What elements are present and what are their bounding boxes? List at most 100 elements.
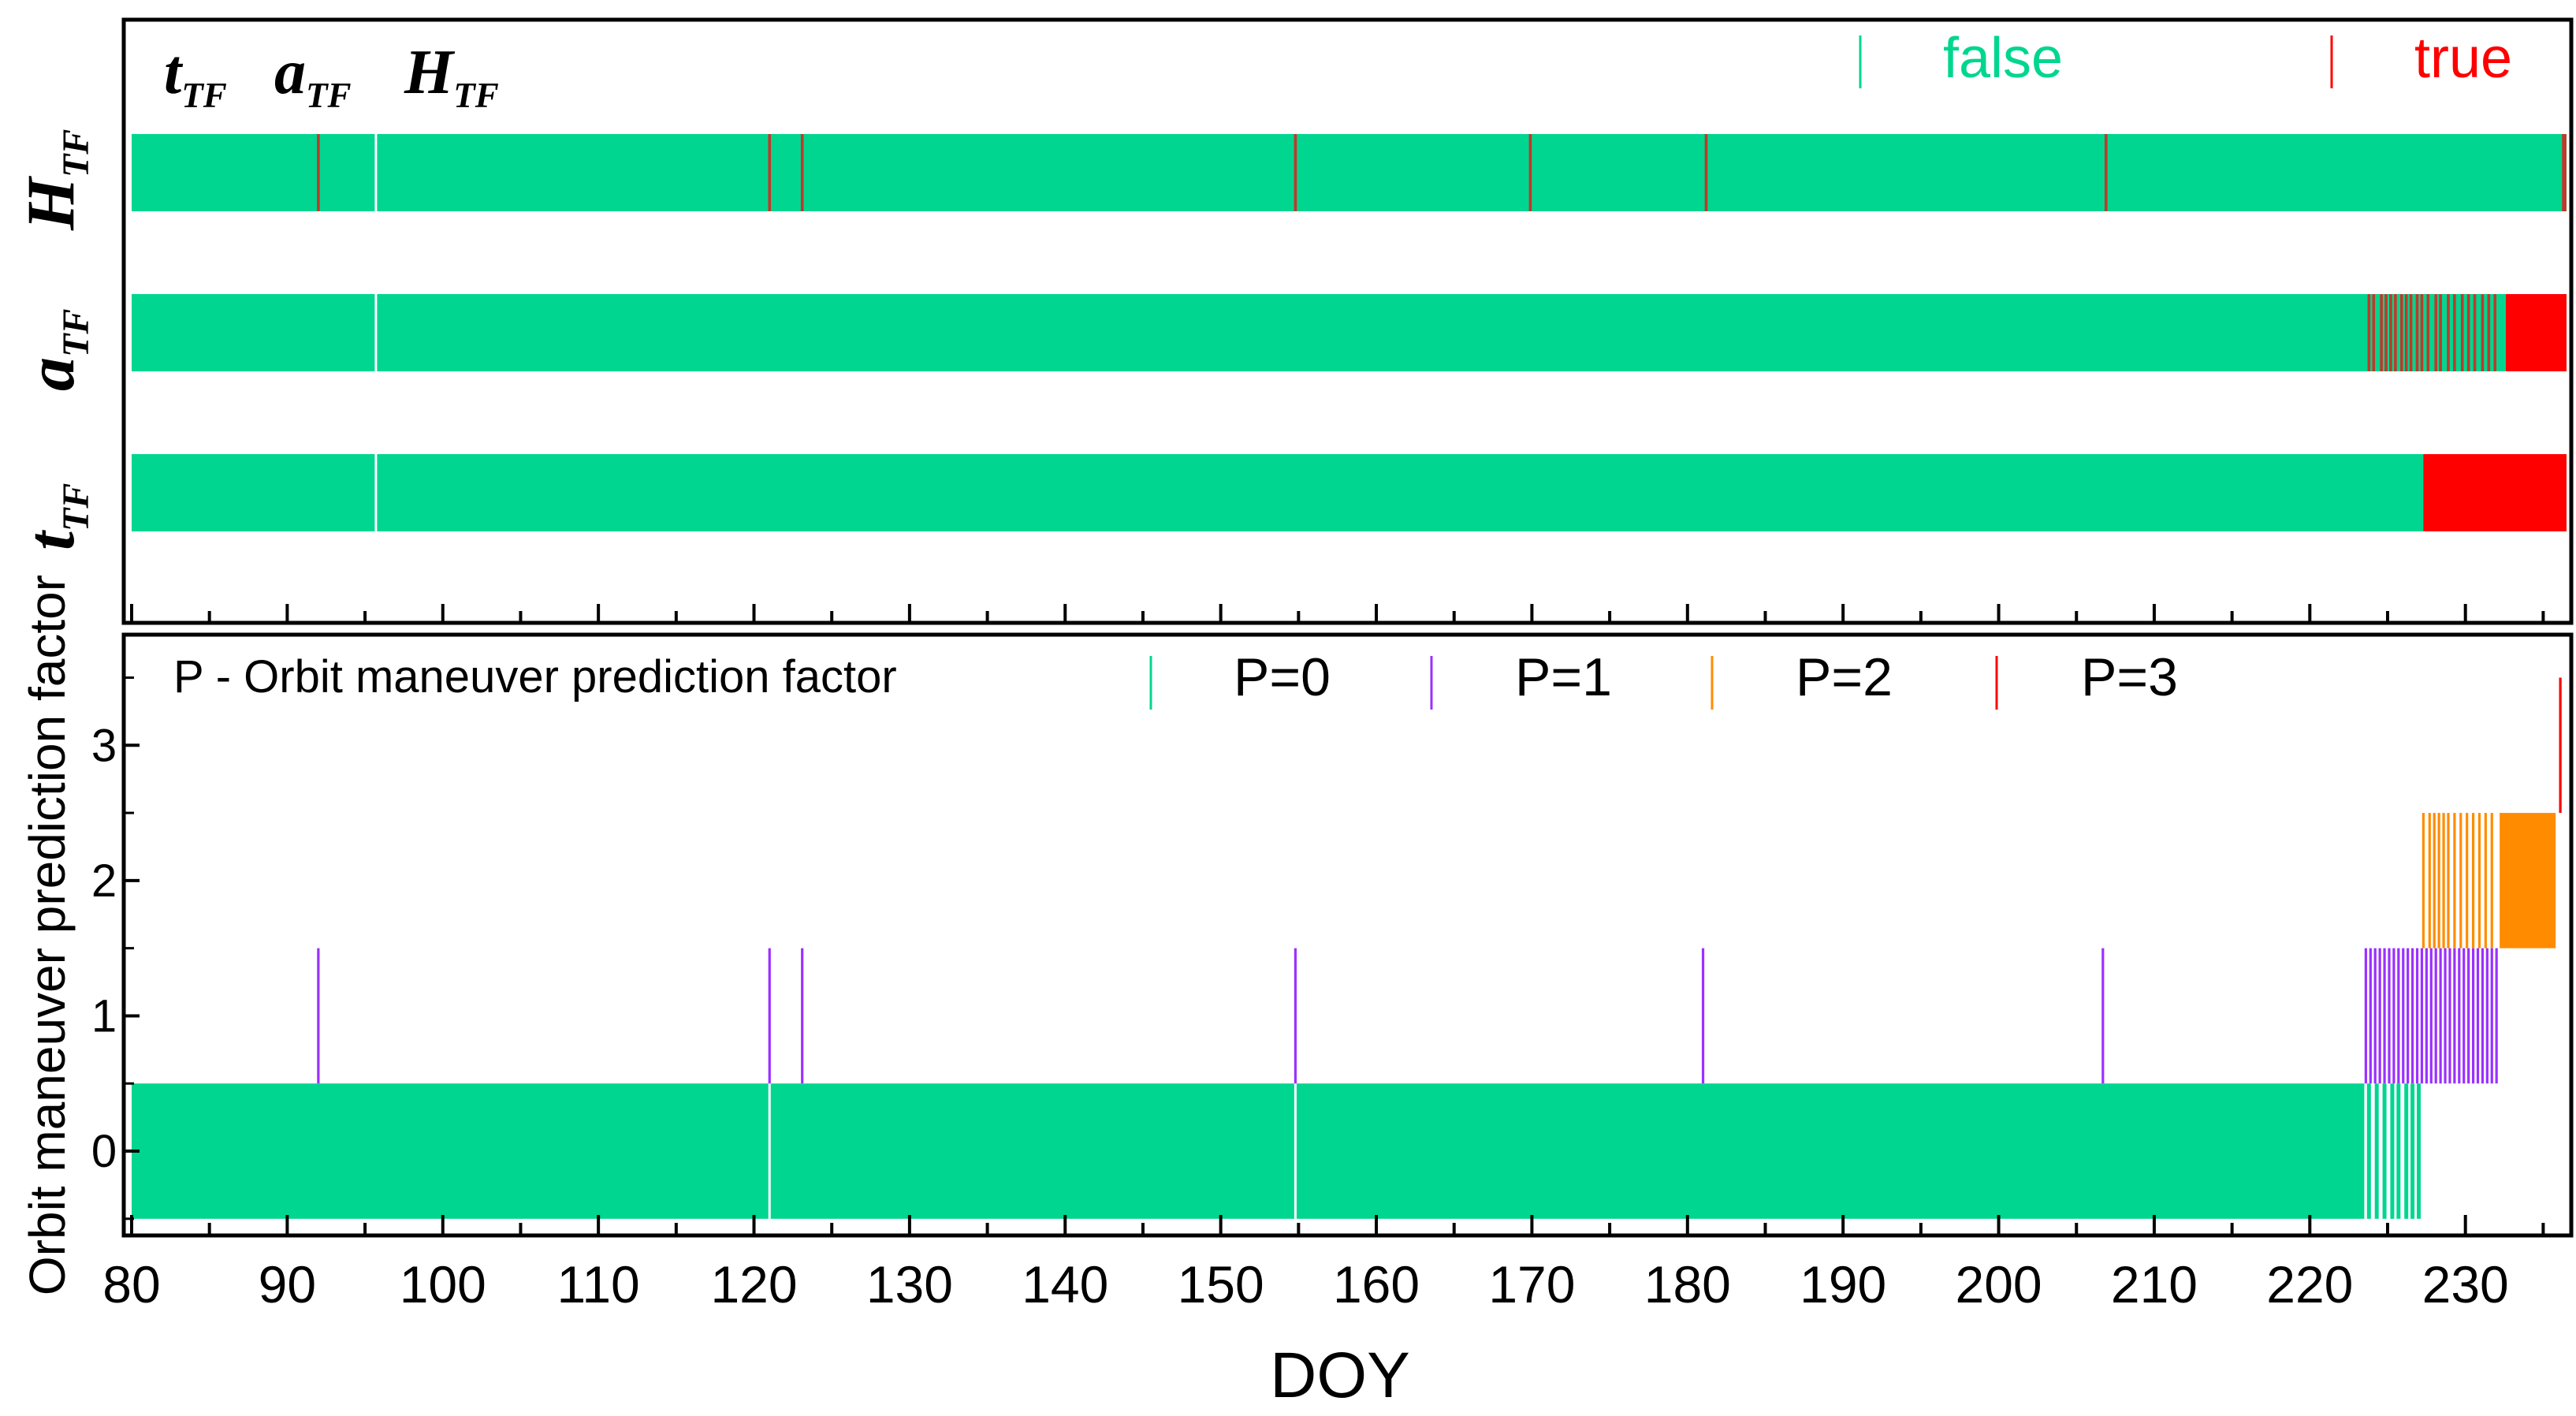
- true-event-a_TF-13: [2439, 294, 2442, 371]
- x-tick-label: 150: [1178, 1255, 1264, 1314]
- y-tick-label: 0: [91, 1126, 117, 1177]
- true-event-a_TF-8: [2409, 294, 2413, 371]
- bar-event-P=1-26: [2458, 948, 2461, 1084]
- bar-event-P=0-1: [2374, 1083, 2379, 1219]
- true-event-H_TF-5: [1704, 134, 1708, 211]
- true-event-a_TF-4: [2389, 294, 2392, 371]
- bar-event-P=1-24: [2448, 948, 2451, 1084]
- bar-event-P=2-11: [2484, 813, 2487, 948]
- bar-event-P=2-0: [2422, 813, 2425, 948]
- row-label-tTF: tTF: [13, 483, 97, 550]
- bar-event-P=1-28: [2467, 948, 2470, 1084]
- bar-event-P=2-6: [2453, 813, 2456, 948]
- bar-event-P=1-20: [2429, 948, 2433, 1084]
- true-event-a_TF-3: [2384, 294, 2388, 371]
- legend-label-true: true: [2414, 27, 2512, 90]
- legend-label-P=0: P=0: [1234, 647, 1331, 707]
- y-axis-label: Orbit maneuver prediction factor: [19, 575, 76, 1295]
- bar-event-P=1-14: [2402, 948, 2405, 1084]
- bottom-bars: [132, 677, 2562, 1219]
- bar-event-P=1-5: [2101, 948, 2105, 1084]
- true-event-a_TF-11: [2426, 294, 2430, 371]
- x-tick-label: 190: [1800, 1255, 1886, 1314]
- true-event-a_TF-7: [2404, 294, 2408, 371]
- bar-event-P=1-3: [1294, 948, 1297, 1084]
- bar-event-P=1-29: [2471, 948, 2475, 1084]
- true-event-H_TF-6: [2104, 134, 2108, 211]
- gap-t_TF-0: [374, 454, 378, 531]
- bottom-y-ticks: 0 1 2 3: [91, 676, 140, 1220]
- true-event-H_TF-7: [2562, 134, 2565, 211]
- legend-label-P=1: P=1: [1515, 647, 1612, 707]
- x-tick-label: 140: [1022, 1255, 1108, 1314]
- bar-event-P=1-12: [2392, 948, 2395, 1084]
- bar-gap-P=0-0: [768, 1083, 771, 1219]
- bar-event-P=1-31: [2481, 948, 2485, 1084]
- legend-title: P - Orbit maneuver prediction factor: [173, 651, 897, 702]
- bar-event-P=0-0: [2366, 1083, 2371, 1219]
- true-event-a_TF-18: [2473, 294, 2477, 371]
- bar-event-P=1-33: [2490, 948, 2493, 1084]
- bar-event-P=1-17: [2415, 948, 2419, 1084]
- bar-event-P=1-2: [801, 948, 804, 1084]
- bottom-x-ticks: 80 90 100 110 120 130 140 150 160 170 180 190 200 210…: [102, 1215, 2545, 1314]
- true-event-a_TF-15: [2453, 294, 2456, 371]
- top-panel: HTF aTF tTF tTF aTF HTF false true: [13, 17, 2574, 625]
- x-tick-label: 180: [1644, 1255, 1731, 1314]
- bar-event-P=1-1: [768, 948, 771, 1084]
- strip-H_TF: [132, 134, 2567, 211]
- bar-event-P=1-15: [2407, 948, 2410, 1084]
- strip-a_TF: [132, 294, 2567, 371]
- bar-event-P=1-9: [2378, 948, 2381, 1084]
- bar-event-P=2-9: [2471, 813, 2475, 948]
- true-event-a_TF-17: [2466, 294, 2470, 371]
- gap-a_TF-0: [374, 294, 378, 371]
- bar-event-P=2-2: [2433, 813, 2436, 948]
- bar-event-P=1-4: [1701, 948, 1705, 1084]
- bar-event-P=1-7: [2369, 948, 2372, 1084]
- true-event-a_TF-5: [2394, 294, 2397, 371]
- top-row-labels: HTF aTF tTF: [13, 129, 97, 550]
- legend-label-P=2: P=2: [1796, 647, 1893, 707]
- bar-event-P=0-3: [2390, 1083, 2395, 1219]
- true-event-H_TF-1: [768, 134, 772, 211]
- bar-event-P=1-32: [2485, 948, 2489, 1084]
- true-event-H_TF-4: [1528, 134, 1532, 211]
- bar-range-P=0-0: [132, 1083, 2365, 1219]
- y-tick-label: 1: [91, 990, 117, 1042]
- bar-event-P=0-6: [2410, 1083, 2415, 1219]
- bar-event-P=2-8: [2466, 813, 2469, 948]
- bar-event-P=1-22: [2439, 948, 2442, 1084]
- true-event-a_TF-12: [2434, 294, 2438, 371]
- x-tick-label: 230: [2422, 1255, 2509, 1314]
- row-label-HTF: HTF: [13, 129, 97, 231]
- bar-event-P=2-3: [2437, 813, 2440, 948]
- x-tick-label: 220: [2266, 1255, 2353, 1314]
- x-tick-label: 120: [710, 1255, 797, 1314]
- x-tick-label: 170: [1488, 1255, 1575, 1314]
- bar-event-P=1-11: [2388, 948, 2391, 1084]
- true-event-a_TF-9: [2415, 294, 2419, 371]
- x-tick-label: 100: [400, 1255, 486, 1314]
- x-axis-label: DOY: [1270, 1340, 1410, 1411]
- y-tick-label: 3: [91, 720, 117, 771]
- bar-event-P=2-5: [2447, 813, 2450, 948]
- bar-event-P=1-0: [317, 948, 320, 1084]
- true-event-a_TF-21: [2493, 294, 2497, 371]
- bar-event-P=1-30: [2476, 948, 2480, 1084]
- true-range-a_TF-0: [2506, 294, 2567, 371]
- true-event-H_TF-0: [317, 134, 320, 211]
- true-event-a_TF-10: [2420, 294, 2424, 371]
- bar-event-P=1-23: [2444, 948, 2447, 1084]
- bar-event-P=3-0: [2559, 677, 2562, 814]
- bar-event-P=1-25: [2453, 948, 2456, 1084]
- top-x-ticks: [130, 604, 2545, 621]
- x-tick-label: 130: [866, 1255, 953, 1314]
- bar-event-P=2-10: [2477, 813, 2481, 948]
- true-event-a_TF-1: [2372, 294, 2376, 371]
- x-tick-label: 160: [1333, 1255, 1420, 1314]
- true-range-t_TF-0: [2423, 454, 2567, 531]
- bar-event-P=0-7: [2416, 1083, 2421, 1219]
- bar-event-P=2-12: [2490, 813, 2493, 948]
- true-event-a_TF-19: [2481, 294, 2485, 371]
